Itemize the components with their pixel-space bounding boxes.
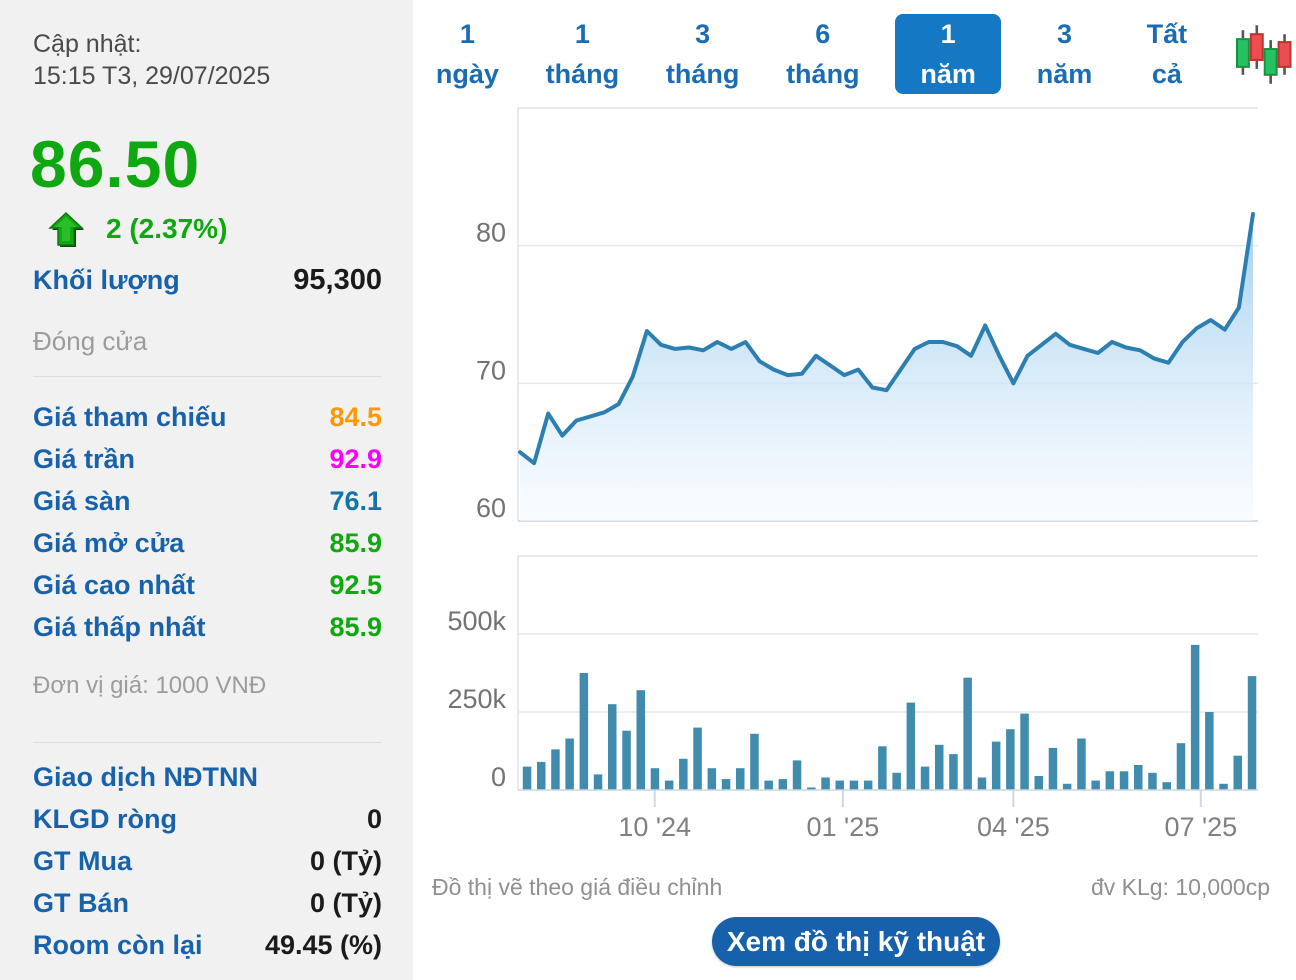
svg-text:01 '25: 01 '25 — [807, 812, 880, 842]
tab-6-tháng[interactable]: 6 tháng — [775, 14, 870, 94]
divider — [33, 376, 381, 377]
tab-3-tháng[interactable]: 3 tháng — [655, 14, 750, 94]
row-value: 92.5 — [329, 569, 382, 600]
volume-label: Khối lượng — [33, 265, 180, 295]
row-label: Giá tham chiếu — [33, 401, 227, 432]
current-price: 86.50 — [30, 127, 201, 201]
technical-chart-button[interactable]: Xem đồ thị kỹ thuật — [712, 917, 1000, 966]
info-row: Giá cao nhất 92.5 — [33, 564, 382, 606]
tab-1-năm[interactable]: 1 năm — [895, 14, 1001, 94]
price-unit-note: Đơn vị giá: 1000 VNĐ — [33, 672, 267, 699]
row-value: 0 — [366, 803, 382, 834]
volume-chart: 0 250k 500k 10 '24 01 '25 04 '25 07 '25 — [447, 555, 1258, 842]
price-chart: 60 70 80 — [476, 107, 1258, 523]
row-value: 84.5 — [329, 401, 382, 432]
volume-value: 95,300 — [293, 264, 382, 296]
row-value: 92.9 — [329, 443, 382, 474]
price-change-row: 2 (2.37%) — [48, 208, 227, 250]
info-row: GT Mua 0 (Tỷ) — [33, 840, 382, 882]
foreign-trading-header: Giao dịch NĐTNN — [33, 762, 259, 792]
row-label: Giá sàn — [33, 485, 131, 516]
row-value: 0 (Tỷ) — [309, 845, 382, 876]
stock-summary-panel: Cập nhật: 15:15 T3, 29/07/2025 86.50 2 (… — [0, 0, 413, 980]
price-info-rows: Giá tham chiếu 84.5 Giá trần 92.9 Giá sàn 76.… — [33, 396, 382, 648]
svg-text:10 '24: 10 '24 — [618, 812, 691, 842]
row-value: 85.9 — [329, 611, 382, 642]
info-row: Giá trần 92.9 — [33, 438, 382, 480]
row-label: GT Mua — [33, 845, 132, 876]
row-label: Room còn lại — [33, 929, 203, 960]
row-label: Giá mở cửa — [33, 527, 185, 558]
volume-unit-note: đv KLg: 10,000cp — [1090, 874, 1270, 900]
row-label: Giá thấp nhất — [33, 611, 206, 642]
svg-text:0: 0 — [491, 762, 506, 792]
row-label: Giá cao nhất — [33, 569, 196, 600]
info-row: GT Bán 0 (Tỷ) — [33, 882, 382, 924]
svg-text:70: 70 — [476, 355, 506, 385]
arrow-up-icon — [48, 211, 84, 247]
svg-text:80: 80 — [476, 218, 506, 248]
svg-text:04 '25: 04 '25 — [977, 812, 1050, 842]
close-price-label: Đóng cửa — [33, 326, 148, 356]
row-value: 76.1 — [329, 485, 382, 516]
tab-1-tháng[interactable]: 1 tháng — [535, 14, 630, 94]
svg-text:07 '25: 07 '25 — [1164, 812, 1237, 842]
timeframe-tabs: 1 ngày 1 tháng 3 tháng 6 tháng 1 năm 3 năm Tất… — [425, 14, 1296, 94]
volume-row: Khối lượng 95,300 — [33, 264, 382, 297]
info-row: Giá sàn 76.1 — [33, 480, 382, 522]
row-value: 0 (Tỷ) — [309, 887, 382, 918]
foreign-trading-rows: KLGD ròng 0 GT Mua 0 (Tỷ) GT Bán 0 (Tỷ) Room c… — [33, 798, 382, 966]
update-time: 15:15 T3, 29/07/2025 — [33, 62, 271, 90]
info-row: Giá tham chiếu 84.5 — [33, 396, 382, 438]
price-change: 2 (2.37%) — [106, 213, 228, 244]
info-row: Giá mở cửa 85.9 — [33, 522, 382, 564]
tab-1-ngày[interactable]: 1 ngày — [425, 14, 510, 94]
info-row: Giá thấp nhất 85.9 — [33, 606, 382, 648]
row-label: GT Bán — [33, 887, 130, 918]
info-row: Room còn lại 49.45 (%) — [33, 924, 382, 966]
svg-text:60: 60 — [476, 493, 506, 523]
row-label: KLGD ròng — [33, 803, 177, 834]
row-value: 85.9 — [329, 527, 382, 558]
tab-3-năm[interactable]: 3 năm — [1026, 14, 1103, 94]
svg-text:250k: 250k — [447, 684, 506, 714]
row-label: Giá trần — [33, 443, 136, 474]
divider — [33, 742, 381, 743]
tab-Tất-cả[interactable]: Tất cả — [1128, 14, 1205, 94]
info-row: KLGD ròng 0 — [33, 798, 382, 840]
svg-text:500k: 500k — [447, 606, 506, 636]
update-label: Cập nhật: — [33, 30, 142, 58]
row-value: 49.45 (%) — [264, 929, 382, 960]
adjusted-price-note: Đồ thị vẽ theo giá điều chỉnh — [432, 874, 723, 900]
candlestick-chart-icon[interactable] — [1233, 22, 1296, 86]
